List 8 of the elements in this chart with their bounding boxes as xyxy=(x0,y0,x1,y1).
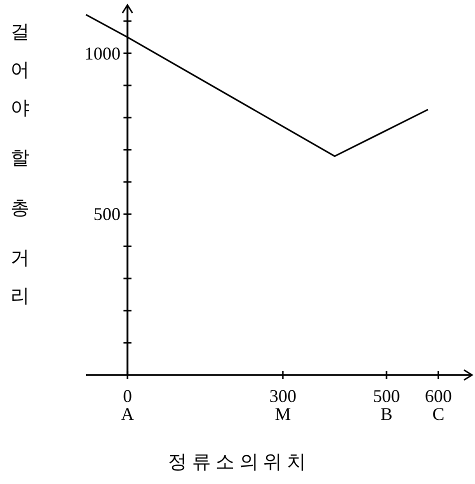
x-tick-label: 0 A xyxy=(120,386,134,424)
x-axis-title: 정 류 소 의 위 치 xyxy=(168,452,306,473)
y-tick-label: 1000 xyxy=(84,43,120,64)
x-tick-label: 600 C xyxy=(424,386,452,424)
y-tick-label: 500 xyxy=(93,204,120,224)
text: 걸어야 할 총 거리 xyxy=(10,22,30,307)
x-tick-label: 300 M xyxy=(269,386,296,424)
x-tick-label: 500 B xyxy=(373,386,400,424)
